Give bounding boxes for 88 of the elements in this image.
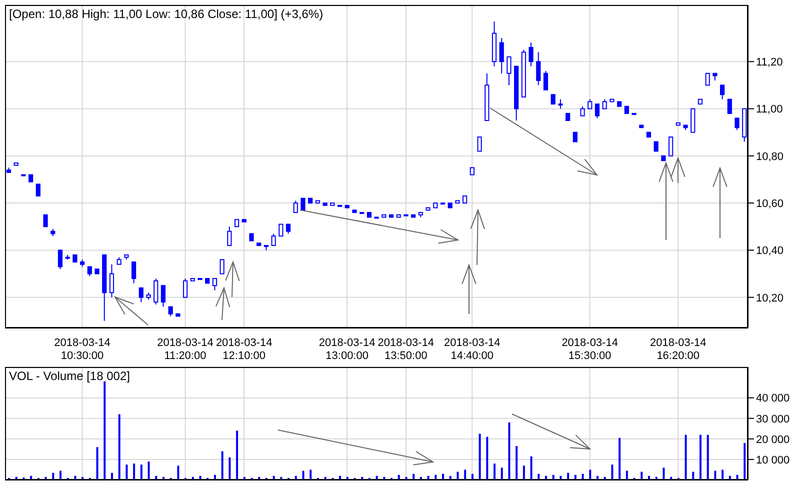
bar (722, 470, 724, 480)
bar (118, 414, 120, 480)
candlestick (727, 98, 732, 114)
candlestick (668, 136, 674, 156)
candlestick (182, 278, 188, 298)
bar (464, 470, 466, 480)
bar (236, 430, 238, 480)
candlestick (536, 52, 541, 86)
candlestick (109, 264, 114, 298)
bar (700, 434, 702, 480)
bar (177, 466, 180, 480)
candlestick (286, 224, 291, 234)
x-tick-label: 2018-03-14 13:00:00 (318, 337, 376, 362)
bar (126, 464, 128, 480)
candlestick (131, 261, 136, 284)
bar (96, 447, 98, 480)
bar (589, 470, 592, 480)
chart-title: [Open: 10,88 High: 11,00 Low: 10,86 Close: 11,00] (+3,6%) (9, 7, 324, 21)
y-tick-label: 11,20 (756, 56, 783, 68)
bar (148, 462, 150, 480)
candlestick (572, 132, 578, 142)
candlestick (594, 104, 600, 119)
candlestick (602, 98, 607, 110)
candlestick (720, 84, 725, 100)
y-tick-label: 10,80 (756, 150, 784, 163)
bar (618, 438, 621, 480)
candlestick (690, 108, 696, 133)
candlestick (36, 184, 40, 196)
candlestick (212, 278, 218, 291)
candlestick (138, 287, 144, 303)
candlestick (220, 259, 224, 274)
x-tick-label: 2018-03-14 15:30:00 (562, 337, 618, 362)
candlestick (580, 106, 585, 116)
candlestick (499, 38, 504, 74)
y-tick-label: 40 000 (756, 392, 790, 405)
candlestick (550, 94, 556, 105)
bar (310, 470, 312, 480)
bar (530, 456, 532, 480)
candlestick (293, 200, 298, 213)
bar (516, 446, 518, 480)
y-tick-label: 20 000 (756, 434, 790, 446)
candlestick (271, 233, 276, 246)
candlestick (734, 118, 740, 130)
bar (140, 464, 142, 480)
bar (133, 464, 136, 480)
y-tick-label: 10,60 (756, 198, 784, 210)
x-tick-label: 2018-03-14 14:40:00 (444, 337, 500, 362)
candlestick (168, 306, 173, 317)
candlestick (558, 98, 563, 110)
candlestick (87, 266, 92, 277)
bar (662, 468, 665, 480)
chart-title: VOL - Volume [18 002] (9, 369, 130, 383)
candlestick (654, 141, 658, 152)
candlestick (506, 56, 512, 86)
candlestick (588, 98, 592, 110)
bar (104, 381, 106, 480)
bar (522, 466, 525, 480)
bar (221, 451, 224, 480)
x-tick-label: 2018-03-14 11:20:00 (157, 337, 214, 362)
bar (508, 422, 510, 480)
x-tick-label: 2018-03-14 12:10:00 (216, 337, 272, 362)
bar (744, 443, 746, 480)
bar (494, 464, 496, 480)
x-tick-label: 2018-03-14 10:30:00 (54, 337, 110, 362)
candlestick (160, 285, 166, 308)
bar (684, 434, 687, 480)
y-tick-label: 10,20 (756, 292, 784, 304)
candlestick (477, 136, 482, 152)
y-tick-label: 11,00 (756, 104, 783, 116)
y-tick-label: 10 000 (756, 454, 790, 466)
candlestick (227, 226, 232, 246)
bar (706, 434, 709, 480)
bar (486, 436, 488, 480)
candlestick (278, 224, 284, 237)
bar (478, 434, 481, 480)
y-tick-label: 30 000 (756, 413, 790, 426)
candlestick (43, 214, 48, 228)
x-tick-label: 2018-03-14 16:20:00 (650, 337, 706, 362)
candlestick (154, 278, 158, 305)
candlestick (528, 42, 534, 67)
bar (500, 468, 503, 480)
candlestick (543, 70, 548, 90)
bar (228, 457, 231, 480)
y-tick-label: 10,40 (756, 245, 784, 258)
bar (611, 464, 614, 480)
candlestick (705, 72, 710, 86)
x-tick-label: 2018-03-14 13:50:00 (378, 337, 434, 362)
candlestick (58, 250, 63, 270)
